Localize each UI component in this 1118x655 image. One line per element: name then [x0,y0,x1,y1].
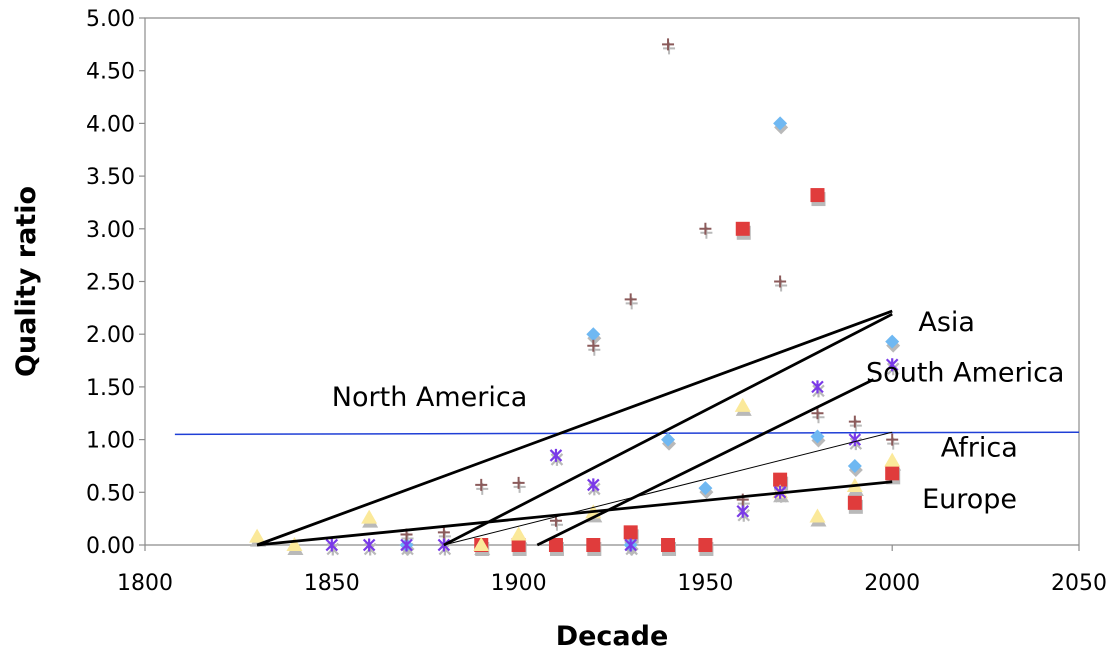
north-america-point [662,38,675,51]
africa-point [734,397,751,412]
europe-point [661,538,676,552]
south-america-point [624,538,637,552]
asia-label: Asia [918,307,975,338]
europe-point [847,495,862,510]
south-america-trend-line [536,378,875,547]
data-points-layer [249,38,901,552]
x-axis-title: Decade [556,621,669,652]
africa-point [510,526,527,541]
africa-point [286,537,303,551]
reference-line [174,431,1080,436]
europe-point [623,525,638,540]
x-tick-label: 1850 [304,571,360,596]
plot-frame [144,17,1080,545]
y-tick-label: 1.50 [86,376,135,401]
y-tick-label: 5.00 [86,7,135,32]
africa-label: Africa [941,432,1018,463]
y-tick-label: 3.00 [86,218,135,243]
asia-trend-line [443,312,893,547]
y-tick-label: 1.00 [86,429,135,454]
south-america-point [325,538,339,552]
europe-point [586,538,601,552]
north-america-point [624,293,637,306]
marker-shadow-layer [250,42,902,556]
labels-layer: North America Asia South America Africa Euro… [332,307,1065,515]
x-tick-label: 1800 [117,571,173,596]
south-america-point [736,504,750,518]
north-america-point [475,478,488,491]
africa-point [361,509,378,524]
south-america-point [587,478,600,492]
x-tick-label: 2000 [864,571,920,596]
north-america-point [437,526,450,539]
asia-point [810,429,825,444]
europe-point [773,472,788,487]
north-america-point [848,415,861,428]
north-america-point [811,407,824,420]
axes: 0.00 0.50 1.00 1.50 2.00 2.50 3.00 3.50 4.00 4.50… [11,7,1107,652]
south-america-point [848,433,862,447]
north-america-label: North America [332,382,527,413]
south-america-point [400,538,413,552]
europe-point [698,538,713,552]
x-tick-label: 2050 [1051,571,1107,596]
asia-point [586,327,601,342]
reference-line-layer [174,431,1080,436]
africa-point [809,508,826,523]
asia-point [773,116,788,131]
north-america-point [699,222,712,235]
europe-point [548,538,563,552]
europe-point [511,538,526,552]
y-axis-title: Quality ratio [11,186,42,377]
north-america-trend-line [256,309,893,547]
x-tick-label: 1950 [677,571,733,596]
africa-point [884,452,901,467]
africa-trend-line [443,431,893,546]
y-tick-label: 4.50 [86,60,135,85]
north-america-point [774,275,787,288]
asia-point [661,432,676,447]
y-tick-label: 4.00 [86,112,135,137]
europe-label: Europe [922,484,1017,515]
south-america-label: South America [866,358,1064,389]
europe-trend-line [256,480,893,547]
y-tick-label: 2.50 [86,271,135,296]
south-america-point [885,358,899,372]
south-america-point [362,538,376,552]
y-tick-label: 2.00 [86,323,135,348]
north-america-point [512,476,525,489]
asia-point [885,334,900,349]
south-america-point [811,380,824,394]
north-america-point [886,433,899,446]
y-tick-label: 3.50 [86,165,135,190]
asia-point [698,481,713,496]
trend-lines-layer [256,309,893,547]
africa-point [473,537,490,551]
x-tick-label: 1900 [491,571,547,596]
europe-point [735,221,750,236]
europe-point [885,466,900,481]
south-america-point [549,448,563,462]
asia-point [847,458,862,473]
africa-point [249,528,266,543]
y-tick-label: 0.00 [86,534,135,559]
y-tick-label: 0.50 [86,481,135,506]
north-america-point [587,339,600,352]
europe-point [810,188,825,203]
